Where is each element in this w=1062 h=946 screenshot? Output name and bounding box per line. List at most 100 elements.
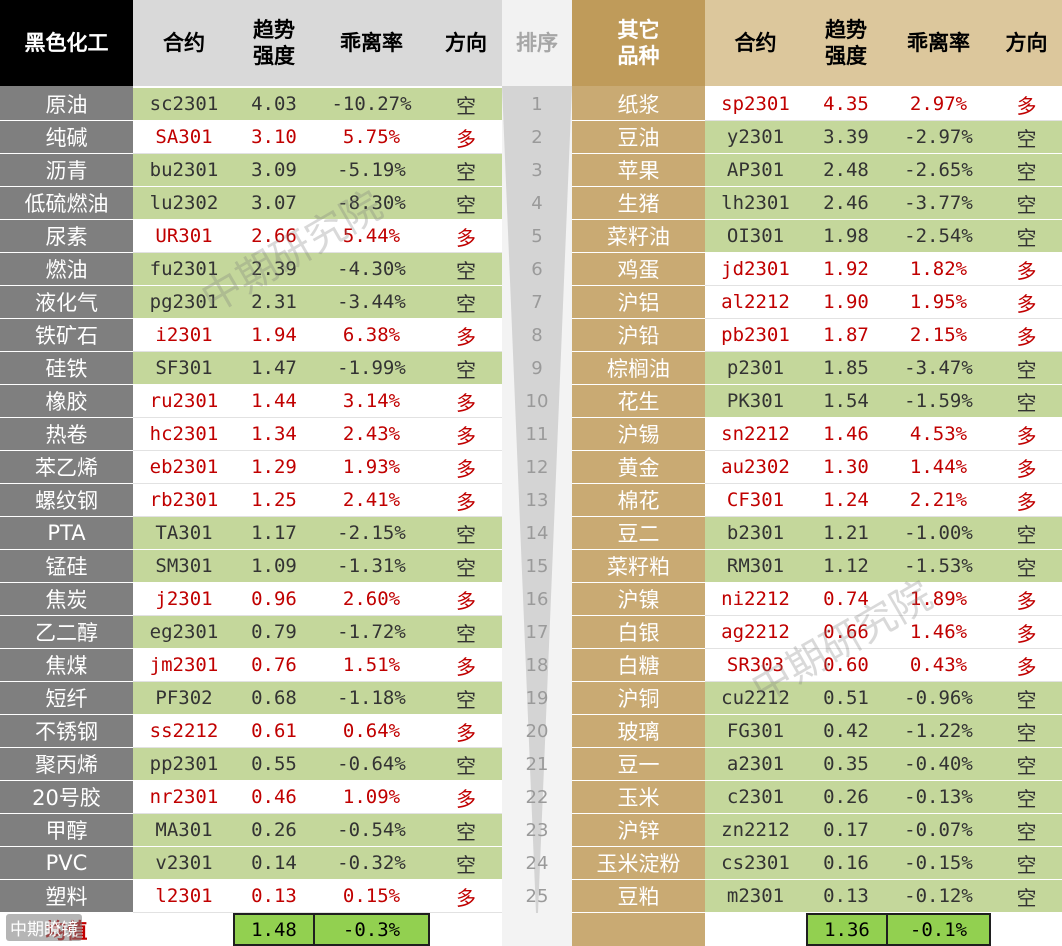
left-contract-cell: hc2301 bbox=[133, 418, 235, 451]
rank-cell: 5 bbox=[531, 226, 543, 247]
right-contract-cell: c2301 bbox=[705, 781, 806, 814]
table-row: 橡胶 ru2301 1.44 3.14% 多 10 花生 PK301 1.54 -1.59% 空 bbox=[0, 385, 1062, 418]
right-contract-cell: FG301 bbox=[705, 715, 806, 748]
right-deviation-cell: -3.47% bbox=[886, 352, 991, 385]
left-average-strength: 1.48 bbox=[233, 913, 315, 946]
table-row: 甲醇 MA301 0.26 -0.54% 空 23 沪锌 zn2212 0.17 -0.07% 空 bbox=[0, 814, 1062, 847]
right-strength-cell: 0.60 bbox=[806, 649, 886, 682]
rank-cell: 9 bbox=[531, 358, 543, 379]
left-direction-cell: 空 bbox=[430, 154, 502, 187]
right-contract-cell: sp2301 bbox=[705, 88, 806, 121]
left-contract-header: 合约 bbox=[133, 0, 235, 86]
rank-cell: 25 bbox=[525, 886, 549, 907]
left-strength-cell: 1.94 bbox=[235, 319, 313, 352]
table-row: 铁矿石 i2301 1.94 6.38% 多 8 沪铅 pb2301 1.87 2.15% 多 bbox=[0, 319, 1062, 352]
left-name-cell: 焦炭 bbox=[0, 583, 133, 616]
left-contract-cell: SF301 bbox=[133, 352, 235, 385]
right-direction-cell: 空 bbox=[991, 781, 1062, 814]
left-name-column-bg bbox=[0, 86, 133, 913]
right-strength-cell: 1.98 bbox=[806, 220, 886, 253]
left-deviation-cell: -2.15% bbox=[313, 517, 430, 550]
right-strength-cell: 4.35 bbox=[806, 88, 886, 121]
rank-cell: 20 bbox=[525, 721, 549, 742]
right-name-cell: 沪铅 bbox=[572, 319, 705, 352]
right-contract-header: 合约 bbox=[705, 0, 806, 86]
right-direction-cell: 空 bbox=[991, 121, 1062, 154]
left-strength-cell: 1.47 bbox=[235, 352, 313, 385]
right-direction-cell: 空 bbox=[991, 187, 1062, 220]
right-strength-cell: 1.87 bbox=[806, 319, 886, 352]
right-name-cell: 豆油 bbox=[572, 121, 705, 154]
right-direction-cell: 多 bbox=[991, 616, 1062, 649]
right-direction-cell: 空 bbox=[991, 550, 1062, 583]
rank-cell: 19 bbox=[525, 688, 549, 709]
right-contract-cell: PK301 bbox=[705, 385, 806, 418]
right-name-cell: 豆粕 bbox=[572, 880, 705, 913]
table-row: PVC v2301 0.14 -0.32% 空 24 玉米淀粉 cs2301 0.16 -0.15… bbox=[0, 847, 1062, 880]
left-deviation-cell: -0.54% bbox=[313, 814, 430, 847]
left-strength-cell: 0.61 bbox=[235, 715, 313, 748]
right-strength-cell: 0.51 bbox=[806, 682, 886, 715]
right-strength-cell: 2.46 bbox=[806, 187, 886, 220]
left-deviation-cell: 2.41% bbox=[313, 484, 430, 517]
rank-header: 排序 bbox=[502, 0, 572, 86]
right-contract-cell: jd2301 bbox=[705, 253, 806, 286]
right-deviation-cell: 2.15% bbox=[886, 319, 991, 352]
table-row: 原油 sc2301 4.03 -10.27% 空 1 纸浆 sp2301 4.35 2.97% 多 bbox=[0, 88, 1062, 121]
left-direction-cell: 多 bbox=[430, 385, 502, 418]
right-contract-cell: y2301 bbox=[705, 121, 806, 154]
left-contract-cell: ru2301 bbox=[133, 385, 235, 418]
left-strength-cell: 0.55 bbox=[235, 748, 313, 781]
left-deviation-cell: 0.15% bbox=[313, 880, 430, 913]
right-deviation-cell: -2.54% bbox=[886, 220, 991, 253]
left-deviation-cell: 2.60% bbox=[313, 583, 430, 616]
right-name-cell: 玉米 bbox=[572, 781, 705, 814]
left-deviation-cell: 6.38% bbox=[313, 319, 430, 352]
right-deviation-cell: -0.13% bbox=[886, 781, 991, 814]
right-direction-cell: 空 bbox=[991, 748, 1062, 781]
left-deviation-cell: -10.27% bbox=[313, 88, 430, 121]
right-average-deviation: -0.1% bbox=[886, 913, 991, 946]
right-name-cell: 白银 bbox=[572, 616, 705, 649]
right-direction-cell: 空 bbox=[991, 385, 1062, 418]
left-deviation-cell: -5.19% bbox=[313, 154, 430, 187]
right-direction-cell: 空 bbox=[991, 715, 1062, 748]
left-name-cell: 原油 bbox=[0, 88, 133, 121]
left-strength-cell: 1.25 bbox=[235, 484, 313, 517]
right-direction-cell: 空 bbox=[991, 154, 1062, 187]
left-average-deviation: -0.3% bbox=[313, 913, 430, 946]
right-direction-cell: 空 bbox=[991, 517, 1062, 550]
left-contract-cell: pg2301 bbox=[133, 286, 235, 319]
right-strength-cell: 1.90 bbox=[806, 286, 886, 319]
rank-cell: 13 bbox=[525, 490, 549, 511]
left-name-cell: 聚丙烯 bbox=[0, 748, 133, 781]
left-strength-cell: 2.39 bbox=[235, 253, 313, 286]
left-direction-cell: 空 bbox=[430, 517, 502, 550]
right-name-cell: 白糖 bbox=[572, 649, 705, 682]
left-contract-cell: rb2301 bbox=[133, 484, 235, 517]
right-contract-cell: sn2212 bbox=[705, 418, 806, 451]
right-name-cell: 棕榈油 bbox=[572, 352, 705, 385]
right-direction-cell: 多 bbox=[991, 253, 1062, 286]
left-contract-cell: v2301 bbox=[133, 847, 235, 880]
left-deviation-cell: 2.43% bbox=[313, 418, 430, 451]
left-direction-cell: 多 bbox=[430, 418, 502, 451]
rank-cell: 10 bbox=[525, 391, 549, 412]
right-strength-cell: 0.26 bbox=[806, 781, 886, 814]
right-deviation-cell: -2.65% bbox=[886, 154, 991, 187]
left-contract-cell: fu2301 bbox=[133, 253, 235, 286]
right-deviation-cell: -1.00% bbox=[886, 517, 991, 550]
table-row: 苯乙烯 eb2301 1.29 1.93% 多 12 黄金 au2302 1.30 1.44% 多 bbox=[0, 451, 1062, 484]
left-direction-cell: 空 bbox=[430, 748, 502, 781]
right-strength-cell: 1.30 bbox=[806, 451, 886, 484]
right-deviation-cell: -1.22% bbox=[886, 715, 991, 748]
left-name-cell: 低硫燃油 bbox=[0, 187, 133, 220]
left-contract-cell: lu2302 bbox=[133, 187, 235, 220]
table-row: 不锈钢 ss2212 0.61 0.64% 多 20 玻璃 FG301 0.42 -1.22% 空 bbox=[0, 715, 1062, 748]
rank-cell: 21 bbox=[525, 754, 549, 775]
right-contract-cell: cu2212 bbox=[705, 682, 806, 715]
left-deviation-cell: -1.18% bbox=[313, 682, 430, 715]
right-deviation-cell: 1.89% bbox=[886, 583, 991, 616]
left-strength-cell: 0.79 bbox=[235, 616, 313, 649]
right-contract-cell: zn2212 bbox=[705, 814, 806, 847]
